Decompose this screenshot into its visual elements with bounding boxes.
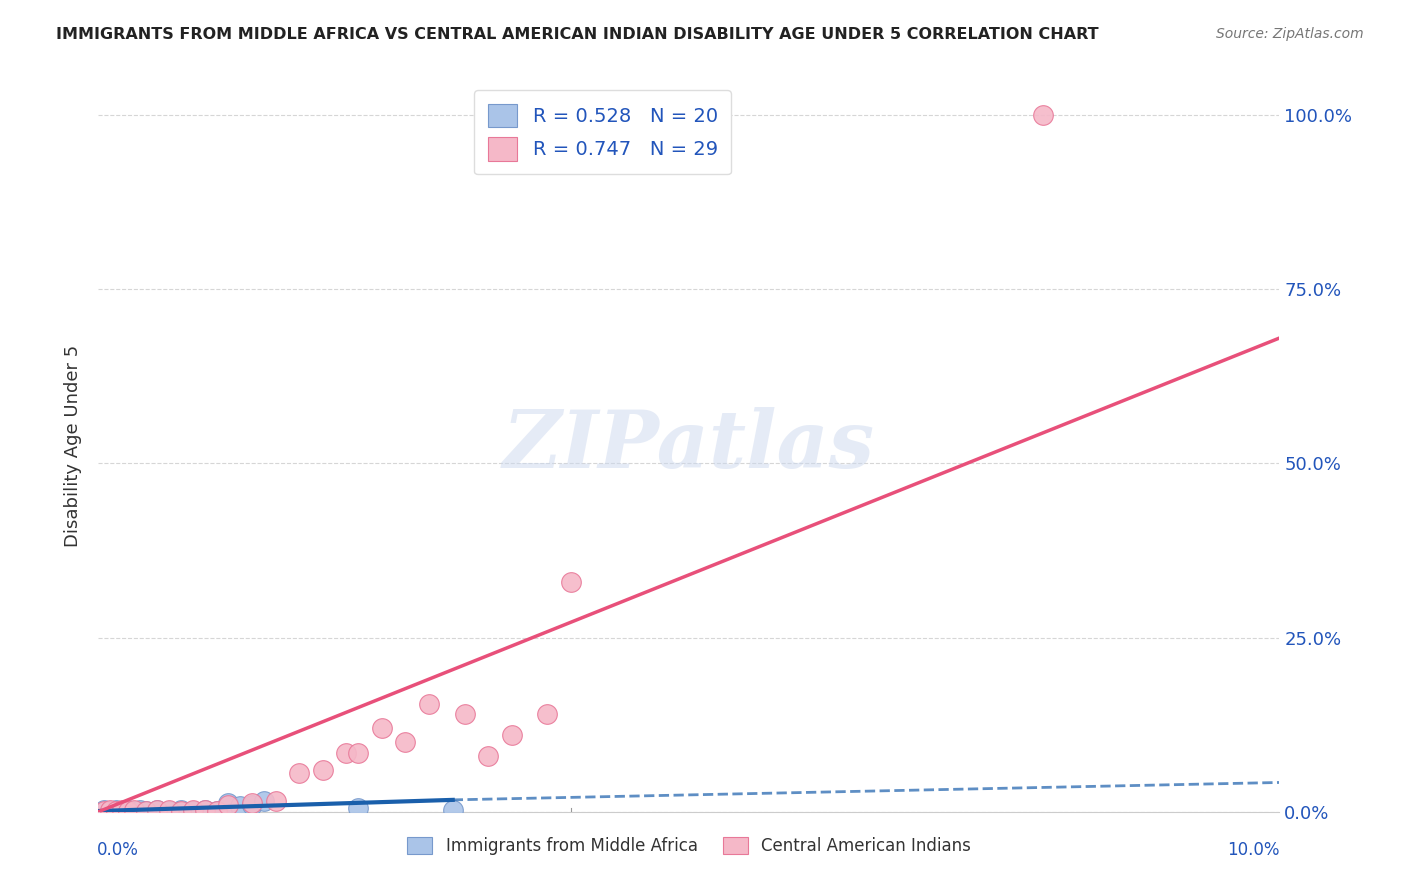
Point [135,804,157,818]
Point [347,801,370,815]
Point [205,804,228,818]
Text: Source: ZipAtlas.com: Source: ZipAtlas.com [1216,27,1364,41]
Point [157,804,180,818]
Point [240,797,263,811]
Point [240,797,263,812]
Point [111,803,134,817]
Point [105,803,128,817]
Point [135,804,157,818]
Point [217,797,239,811]
Point [194,803,217,817]
Point [128,803,150,817]
Point [229,799,252,814]
Point [117,804,139,818]
Point [122,803,145,817]
Point [335,746,357,760]
Point [181,804,204,818]
Text: ZIPatlas: ZIPatlas [503,408,875,484]
Point [312,763,335,777]
Point [264,794,287,808]
Point [205,804,228,818]
Text: 0.0%: 0.0% [97,841,139,859]
Point [146,803,169,817]
Point [105,804,128,818]
Point [111,804,134,818]
Point [1032,108,1054,122]
Point [98,804,121,818]
Point [98,803,121,817]
Point [122,804,145,818]
Text: IMMIGRANTS FROM MIDDLE AFRICA VS CENTRAL AMERICAN INDIAN DISABILITY AGE UNDER 5 : IMMIGRANTS FROM MIDDLE AFRICA VS CENTRAL… [56,27,1099,42]
Point [194,803,217,817]
Point [347,746,370,760]
Y-axis label: Disability Age Under 5: Disability Age Under 5 [65,345,83,547]
Point [93,803,115,817]
Point [560,574,582,589]
Text: 10.0%: 10.0% [1227,841,1279,859]
Point [170,803,193,817]
Point [441,803,464,817]
Point [394,735,416,749]
Point [418,697,440,711]
Point [181,803,204,817]
Point [93,804,115,818]
Point [117,803,139,817]
Point [477,749,499,764]
Point [146,803,169,817]
Point [536,707,558,722]
Point [371,721,394,735]
Point [170,804,193,818]
Legend: Immigrants from Middle Africa, Central American Indians: Immigrants from Middle Africa, Central A… [401,830,977,862]
Point [217,797,239,812]
Point [453,707,475,722]
Point [157,803,180,817]
Point [288,766,311,780]
Point [501,728,523,742]
Point [253,794,276,808]
